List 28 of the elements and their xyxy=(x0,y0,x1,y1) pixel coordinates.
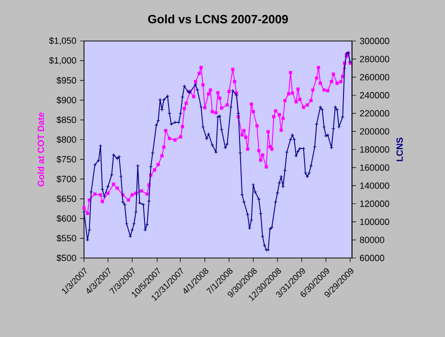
y2-tick-label: 200000 xyxy=(360,128,390,135)
y2-tick-label: 160000 xyxy=(360,164,390,171)
y-axis-title: Gold at COT Date xyxy=(37,112,44,186)
y2-tick-label: 120000 xyxy=(360,200,390,207)
y2-tick-label: 180000 xyxy=(360,146,390,153)
y-tick-label: $900 xyxy=(56,96,76,104)
y2-tick-label: 220000 xyxy=(360,110,390,117)
chart-title: Gold vs LCNS 2007-2009 xyxy=(148,14,288,24)
y-tick-label: $950 xyxy=(56,76,76,84)
y2-tick-label: 240000 xyxy=(360,92,390,98)
y2-tick-label: 100000 xyxy=(360,218,390,226)
y2-tick-label: 80000 xyxy=(360,236,384,244)
y-tick-label: $850 xyxy=(56,116,76,124)
y-tick-label: $550 xyxy=(56,234,76,242)
y-tick-label: $1,050 xyxy=(49,37,76,45)
y-tick-label: $800 xyxy=(56,136,76,144)
y-tick-label: $700 xyxy=(56,175,76,183)
y2-tick-label: 300000 xyxy=(360,38,390,44)
y-tick-label: $650 xyxy=(56,195,76,202)
y2-tick-label: 280000 xyxy=(360,56,390,62)
y2-tick-label: 60000 xyxy=(360,254,384,262)
y-tick-label: $1,000 xyxy=(49,56,76,65)
y-tick-label: $600 xyxy=(56,214,76,222)
y2-tick-label: 260000 xyxy=(360,74,390,80)
y2-axis-title: LCNS xyxy=(396,138,403,162)
y-tick-label: $750 xyxy=(56,156,76,164)
y2-tick-label: 140000 xyxy=(360,182,390,189)
y-tick-label: $500 xyxy=(56,254,76,262)
